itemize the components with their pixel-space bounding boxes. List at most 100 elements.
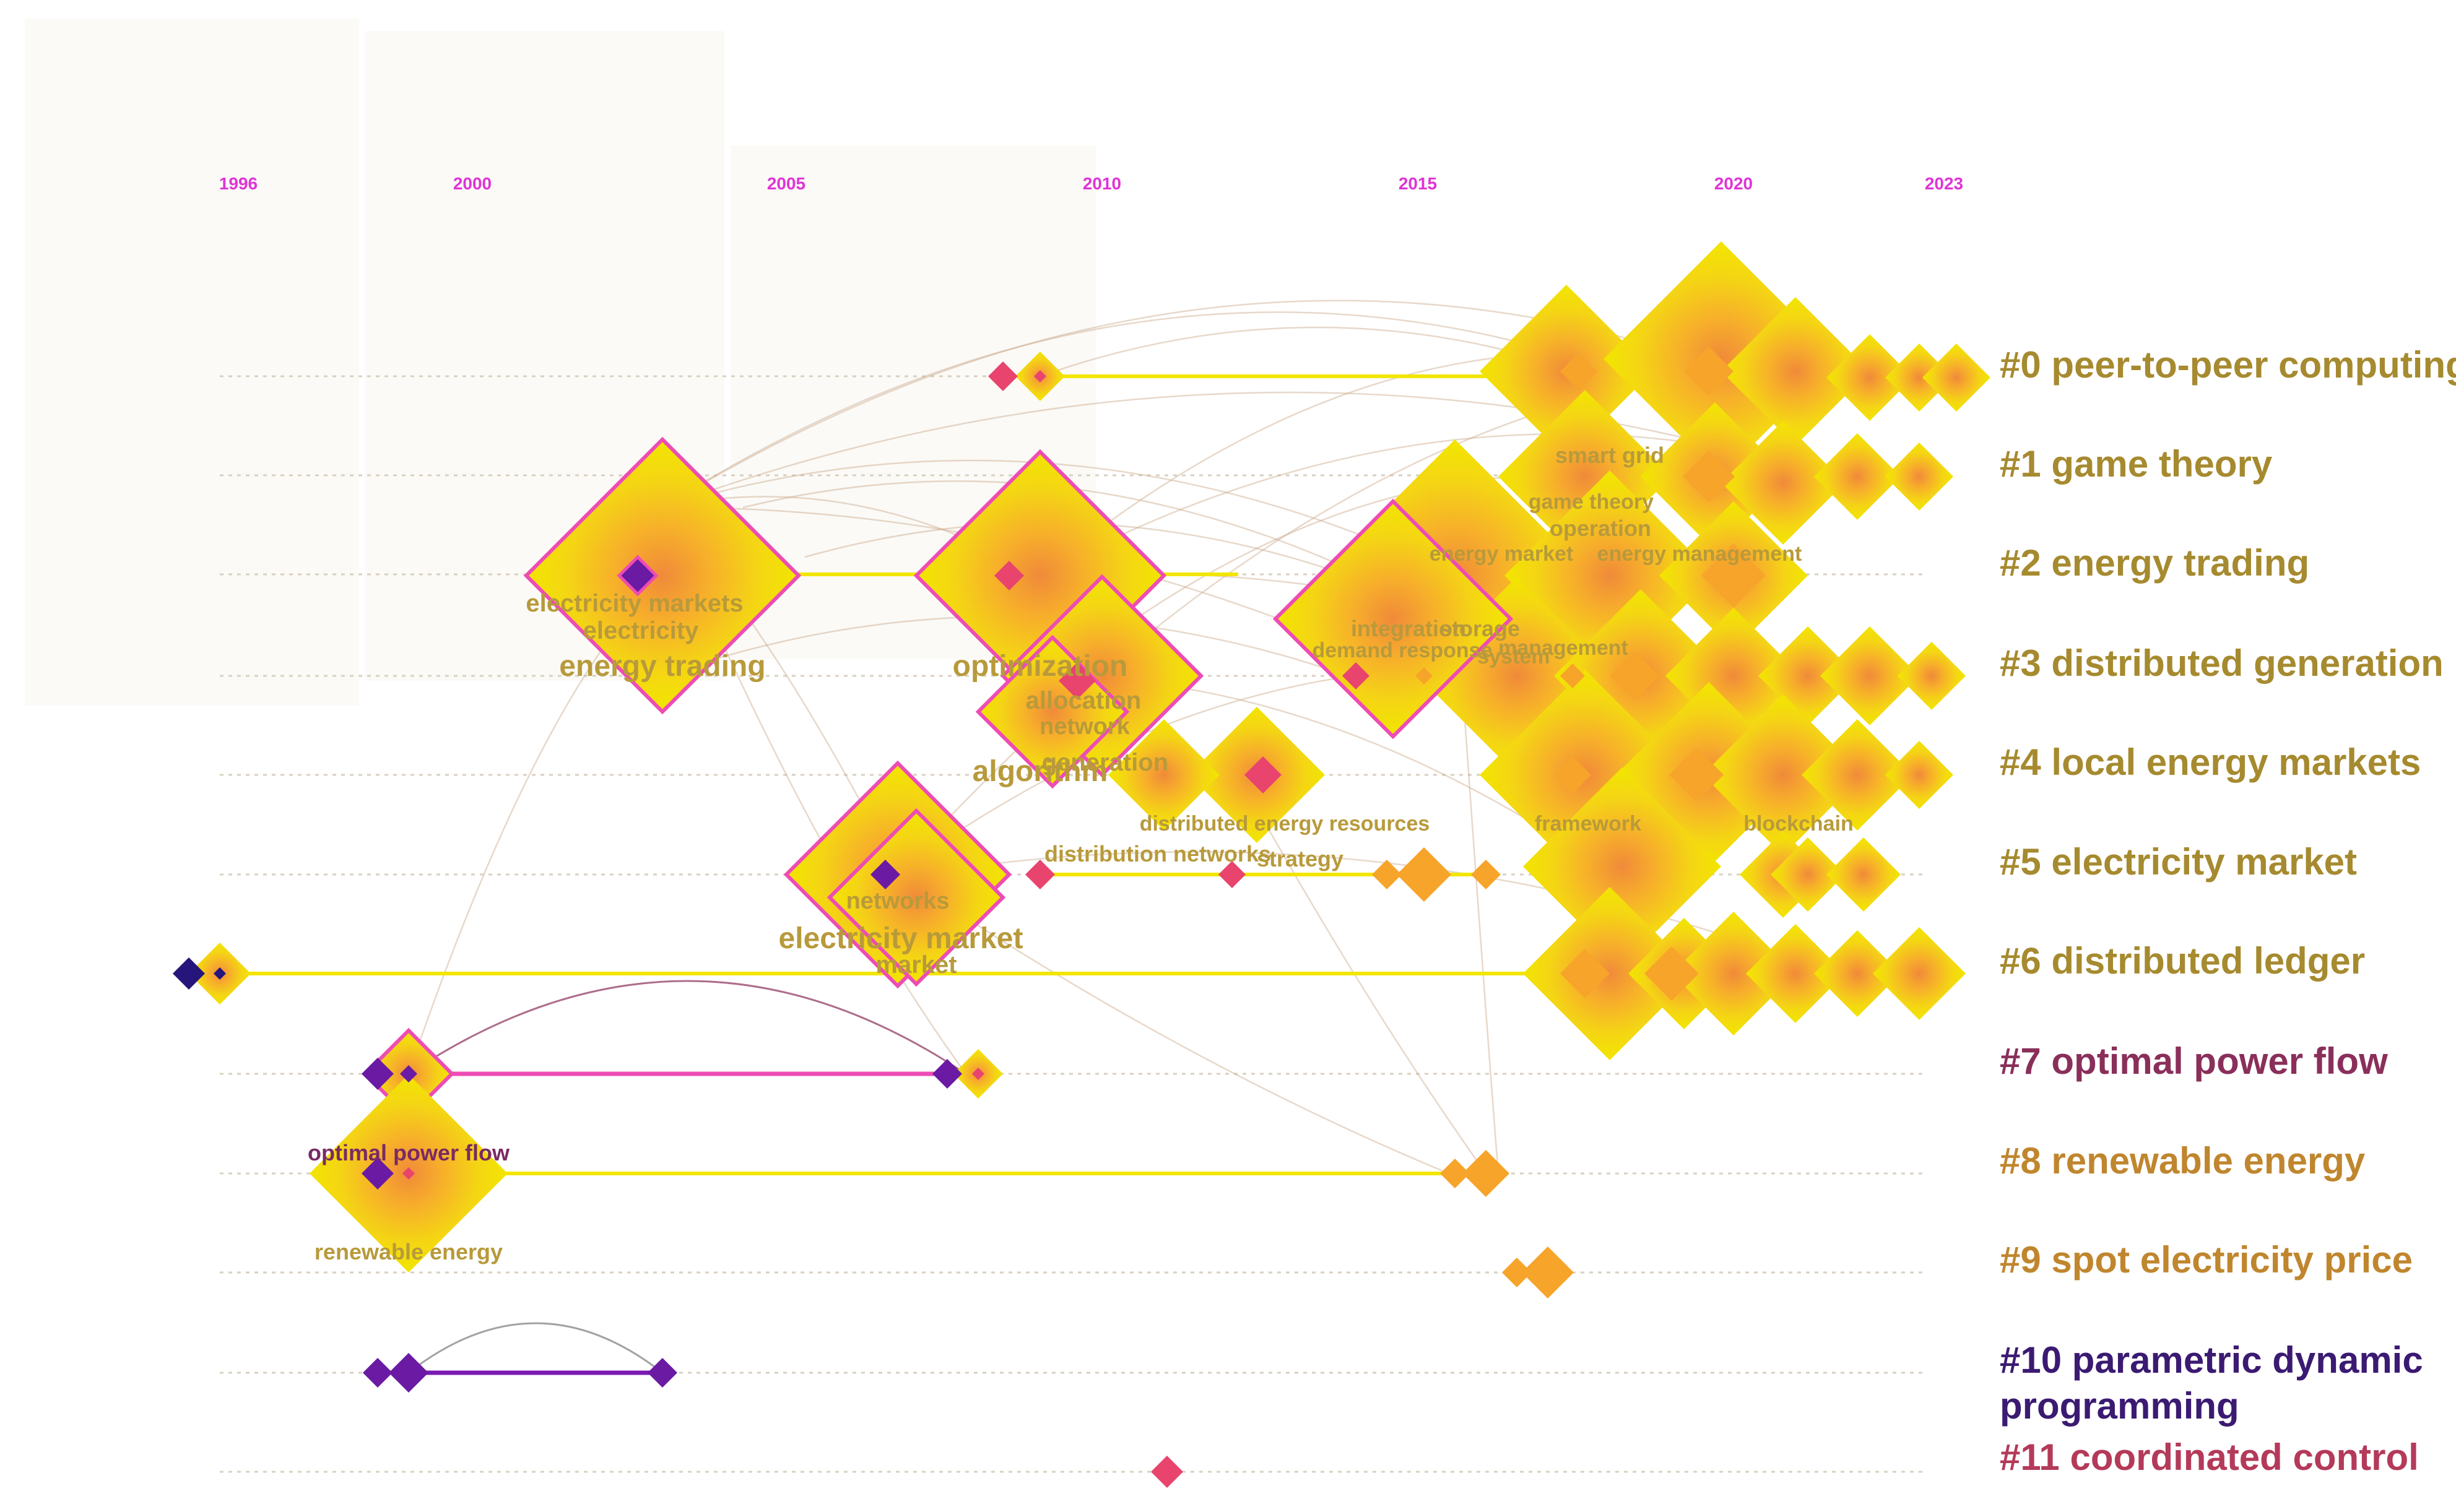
term-label-electricity: electricity: [583, 617, 700, 644]
year-label: 2023: [1925, 174, 1963, 193]
cluster-label-10: #10 parametric dynamic: [2000, 1339, 2423, 1381]
keyword-node: [1684, 347, 1734, 396]
term-label-electricity-markets: electricity markets: [526, 590, 743, 617]
citation-link: [662, 311, 1579, 509]
cluster-label-6: #6 distributed ledger: [2000, 940, 2365, 982]
keyword-node: [1522, 1246, 1574, 1298]
term-labels: electricity markets electricity energy t…: [308, 443, 1854, 1264]
term-label-optimal-power-flow: optimal power flow: [308, 1140, 510, 1165]
term-label-game-theory: game theory: [1529, 490, 1654, 514]
cluster-labels: #0 peer-to-peer computing #1 game theory…: [2000, 344, 2456, 1478]
keyword-node: [1471, 860, 1501, 889]
keyword-node: [1415, 667, 1433, 685]
term-label-algorithm: algorithm: [973, 755, 1108, 788]
term-label-smart-grid: smart grid: [1555, 443, 1664, 468]
term-label-allocation: allocation: [1026, 687, 1142, 714]
keyword-node: [1746, 924, 1845, 1023]
year-label: 1996: [219, 174, 258, 193]
keyword-node: [1885, 443, 1953, 511]
cluster-label-0: #0 peer-to-peer computing: [2000, 344, 2456, 386]
term-label-network: network: [1039, 714, 1130, 740]
keyword-node: [1440, 1159, 1470, 1188]
keyword-node: [1342, 662, 1369, 689]
citation-link: [1237, 774, 1487, 1174]
citation-link: [897, 871, 1456, 1177]
keyword-node: [1721, 297, 1870, 446]
citation-link: [408, 980, 966, 1075]
keyword-node: [1873, 927, 1966, 1020]
keyword-node: [932, 1059, 962, 1089]
keyword-node: [1554, 756, 1591, 793]
keyword-node: [1610, 651, 1659, 701]
keyword-node: [1885, 343, 1953, 412]
term-label-energy-trading: energy trading: [559, 650, 765, 683]
cluster-label-9: #9 spot electricity price: [2000, 1239, 2413, 1281]
keyword-node: [362, 1058, 394, 1090]
keyword-node: [1218, 861, 1246, 888]
year-label: 2015: [1399, 174, 1437, 193]
keyword-node: [1644, 946, 1699, 1001]
year-label: 2000: [453, 174, 492, 193]
term-label-distribution-networks: distribution networks: [1044, 841, 1271, 866]
keyword-node: [617, 555, 659, 597]
keyword-node: [994, 561, 1024, 590]
keyword-node: [827, 808, 1006, 987]
term-label-networks: networks: [846, 888, 950, 914]
term-label-energy-market: energy market: [1430, 542, 1573, 566]
keyword-node: [1560, 353, 1597, 390]
keyword-node: [870, 860, 900, 889]
keyword-node: [1108, 719, 1220, 831]
term-label-management: management: [1498, 636, 1628, 660]
keyword-node: [1560, 949, 1610, 998]
keyword-node: [1397, 847, 1451, 902]
year-label: 2020: [1714, 174, 1753, 193]
cluster-label-4: #4 local energy markets: [2000, 741, 2421, 783]
term-label-generation: generation: [1042, 749, 1168, 776]
keyword-node: [402, 1167, 415, 1180]
term-label-integration: integration: [1351, 616, 1466, 641]
term-label-renewable-energy: renewable energy: [315, 1239, 503, 1264]
keyword-node: [389, 1353, 428, 1393]
keyword-node: [1272, 498, 1514, 740]
term-label-framework: framework: [1535, 812, 1641, 836]
year-axis: 1996 2000 2005 2010 2015 2020 2023: [219, 174, 1963, 193]
cluster-label-10-line-2: programming: [2000, 1385, 2239, 1427]
keyword-node: [1669, 748, 1724, 802]
term-label-energy-management: energy management: [1597, 542, 1802, 566]
cluster-label-1: #1 game theory: [2000, 443, 2273, 485]
keyword-node: [1922, 343, 1990, 412]
term-label-electricity-market: electricity market: [779, 922, 1023, 955]
cluster-label-7: #7 optimal power flow: [2000, 1040, 2388, 1082]
cluster-label-8: #8 renewable energy: [2000, 1140, 2366, 1182]
keyword-nodes: [173, 241, 1990, 1488]
keyword-node: [214, 967, 226, 980]
year-label: 2010: [1083, 174, 1121, 193]
keyword-node: [362, 1157, 394, 1190]
keyword-node: [1244, 756, 1282, 793]
keyword-node: [1826, 837, 1901, 912]
cluster-label-2: #2 energy trading: [2000, 542, 2309, 584]
background-block-1: [25, 19, 359, 706]
term-label-demand-response: demand response: [1313, 639, 1493, 662]
cluster-label-3: #3 distributed generation: [2000, 642, 2444, 684]
term-label-system: system: [1477, 645, 1550, 668]
keyword-node: [1721, 421, 1845, 545]
cluster-label-5: #5 electricity market: [2000, 841, 2357, 883]
citation-link: [662, 459, 1456, 577]
keyword-node: [363, 1358, 393, 1388]
keyword-node: [648, 1358, 677, 1388]
term-label-strategy: strategy: [1257, 846, 1343, 871]
keyword-node: [1898, 642, 1966, 710]
citation-link: [408, 1322, 663, 1374]
keyword-node: [1826, 334, 1913, 421]
term-label-blockchain: blockchain: [1743, 812, 1854, 836]
keyword-node: [1885, 741, 1953, 809]
keyword-node: [1523, 767, 1721, 966]
term-label-distributed-energy-resources: distributed energy resources: [1140, 812, 1430, 836]
keyword-node: [1802, 719, 1913, 831]
keyword-node: [1672, 912, 1795, 1035]
keyword-node: [1771, 837, 1845, 912]
keyword-node: [1034, 370, 1046, 382]
cluster-label-11: #11 coordinated control: [2000, 1436, 2419, 1478]
year-label: 2005: [767, 174, 805, 193]
